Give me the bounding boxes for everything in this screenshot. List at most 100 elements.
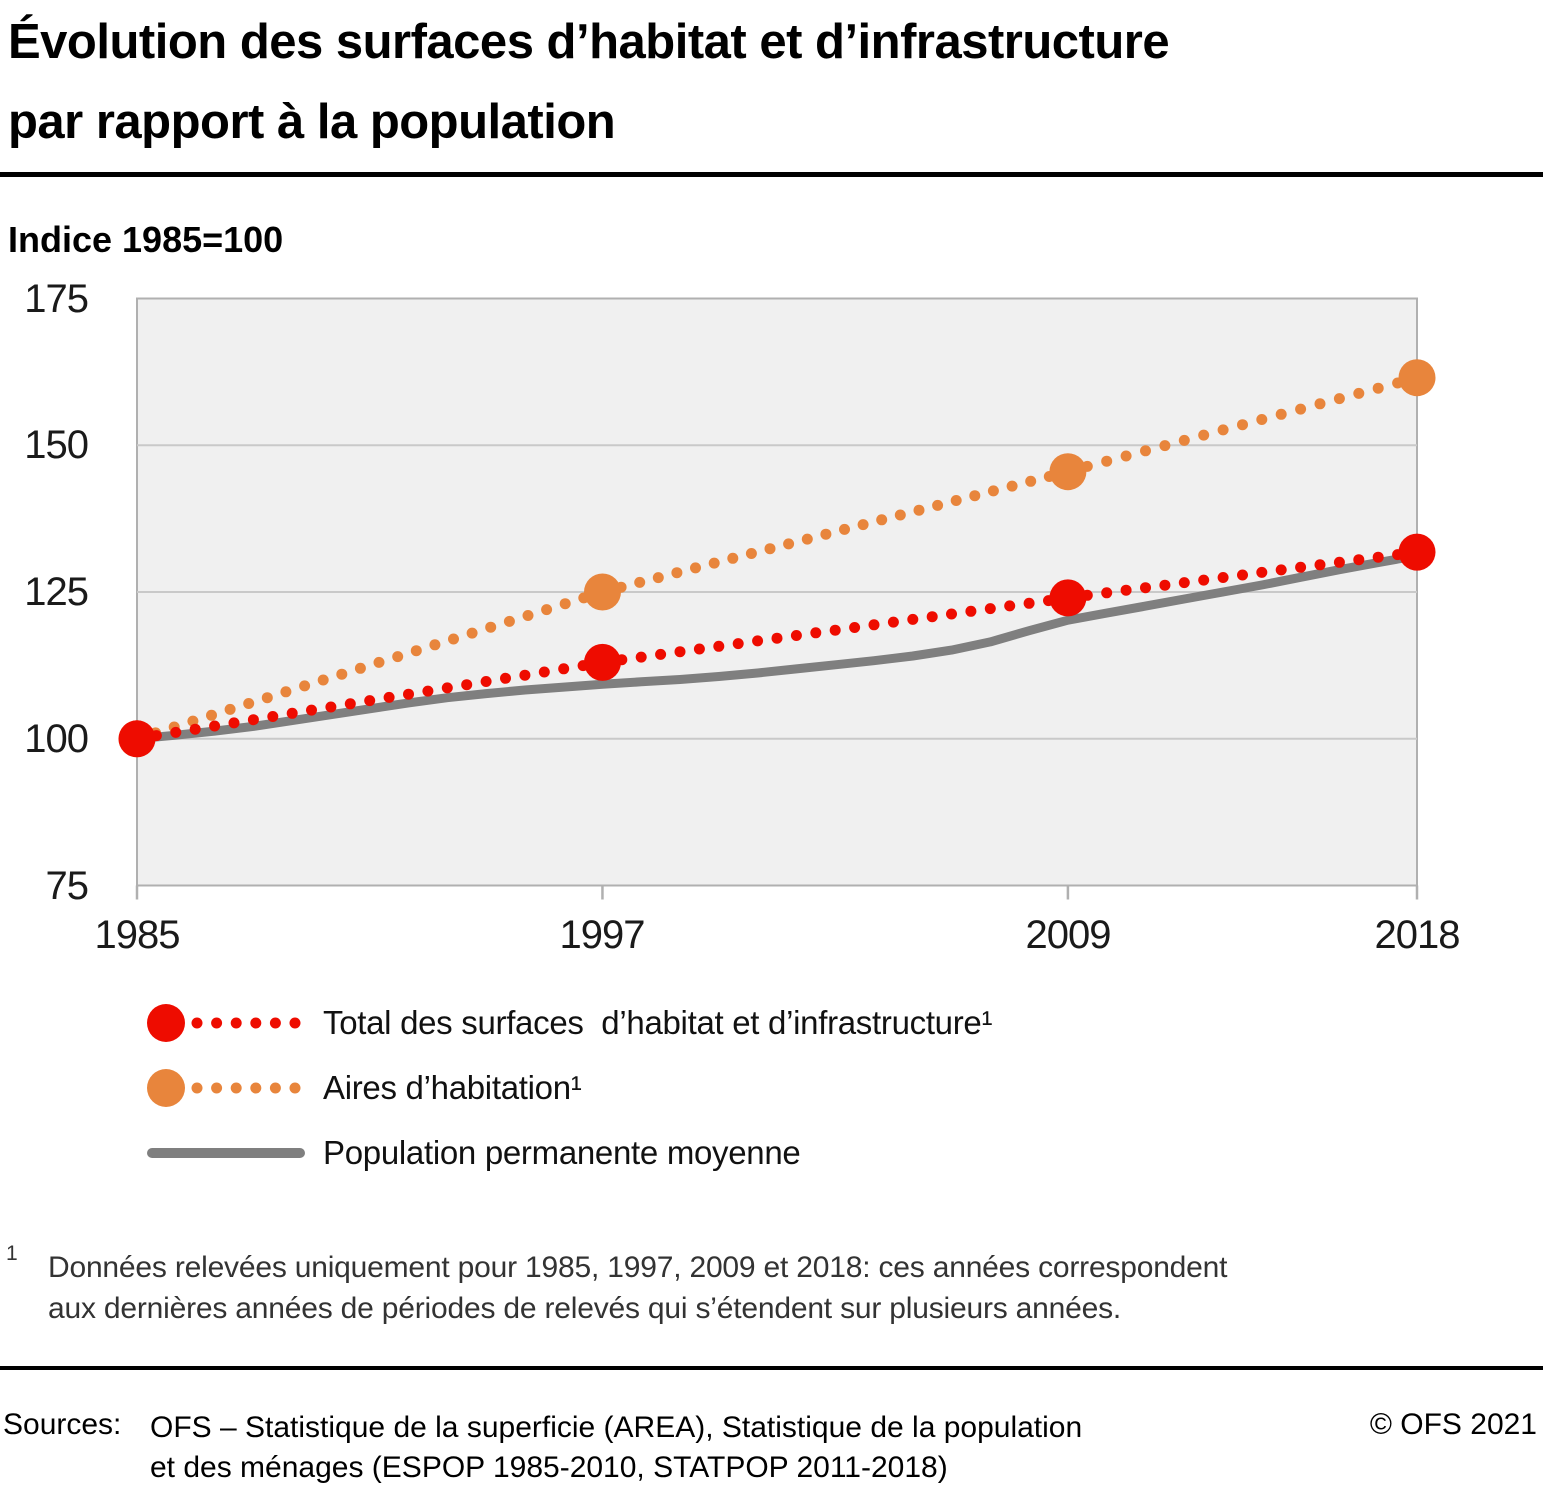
aires-habitation-dot [1140, 445, 1151, 457]
aires-habitation-dot [466, 627, 478, 639]
index-unit-label: Indice 1985=100 [8, 219, 284, 260]
total-surfaces-dot [189, 723, 201, 735]
legend-dot [250, 1082, 262, 1094]
footnote-line2: aux dernières années de périodes de rele… [48, 1292, 1122, 1325]
aires-habitation-marker-2018 [1398, 359, 1436, 397]
aires-habitation-dot [503, 615, 515, 627]
aires-habitation-dot [708, 557, 720, 569]
aires-habitation-dot [727, 552, 739, 564]
y-axis-label-75: 75 [45, 864, 90, 908]
sources-label: Sources: [3, 1408, 122, 1441]
total-surfaces-dot [519, 669, 531, 681]
legend-dot [250, 1017, 262, 1029]
total-surfaces-dot [441, 682, 453, 694]
aires-habitation-dot [299, 680, 311, 692]
aires-habitation-dot [950, 495, 962, 506]
legend-dot [147, 1004, 185, 1042]
total-surfaces-marker-1997 [584, 643, 621, 681]
legend-dot [191, 1017, 203, 1029]
footnote: Données relevées uniquement pour 1985, 1… [48, 1247, 1227, 1329]
total-surfaces-dot [732, 638, 744, 650]
aires-habitation-marker-2009 [1049, 453, 1087, 491]
total-surfaces-dot [403, 688, 414, 700]
total-surfaces-dot [1004, 600, 1016, 612]
legend-dot [211, 1017, 223, 1029]
aires-habitation-dot [764, 543, 776, 555]
legend-dot [289, 1017, 301, 1029]
aires-habitation-dot [354, 662, 366, 674]
total-surfaces-dot [868, 619, 880, 631]
legend-label-population: Population permanente moyenne [323, 1134, 801, 1171]
aires-habitation-dot [280, 686, 292, 698]
aires-habitation-dot [429, 639, 441, 651]
aires-habitation-dot [671, 567, 683, 579]
total-surfaces-dot [1333, 556, 1345, 568]
total-surfaces-dot [461, 679, 473, 691]
total-surfaces-dot [209, 720, 221, 732]
x-axis-label-2018: 2018 [1374, 913, 1461, 957]
total-surfaces-dot [907, 613, 919, 625]
legend-dot [230, 1017, 242, 1029]
y-axis-label-125: 125 [24, 570, 89, 614]
total-surfaces-dot [247, 714, 259, 726]
x-axis-label-1985: 1985 [94, 913, 181, 957]
aires-habitation-dot [1295, 403, 1307, 415]
copyright: © OFS 2021 [1369, 1408, 1537, 1441]
x-axis-label-1997: 1997 [559, 913, 646, 957]
orange-dotted-series-marker [147, 1069, 301, 1107]
aires-habitation-dot [894, 509, 906, 521]
total-surfaces-dot [538, 666, 550, 678]
total-surfaces-dot [1140, 582, 1151, 594]
aires-habitation-dot [1314, 398, 1326, 410]
legend-item-total-surfaces: Total des surfaces d’habitat et d’infras… [145, 1000, 992, 1046]
aires-habitation-dot [634, 576, 646, 588]
total-surfaces-dot [383, 691, 395, 703]
aires-habitation-dot [745, 548, 757, 559]
aires-habitation-dot [224, 703, 236, 715]
legend-dot [269, 1082, 281, 1094]
sources-line2: et des ménages (ESPOP 1985-2010, STATPOP… [150, 1451, 948, 1484]
x-axis-label-2009: 2009 [1025, 913, 1112, 957]
total-surfaces-marker-2009 [1049, 579, 1087, 617]
total-surfaces-dot [655, 648, 667, 660]
total-surfaces-dot [500, 672, 511, 684]
total-surfaces-dot [713, 640, 725, 652]
total-surfaces-dot [1023, 597, 1035, 609]
aires-habitation-dot [857, 519, 869, 531]
total-surfaces-dot [1120, 584, 1132, 596]
sources-text: OFS – Statistique de la superficie (AREA… [150, 1408, 1082, 1488]
legend-dot [147, 1069, 185, 1107]
total-surfaces-dot [306, 704, 317, 716]
aires-habitation-dot [690, 562, 701, 574]
legend-dot [289, 1082, 301, 1094]
aires-habitation-dot [987, 485, 999, 497]
total-surfaces-dot [1198, 574, 1210, 586]
aires-habitation-dot [243, 698, 255, 709]
aires-habitation-dot [485, 621, 497, 633]
aires-habitation-dot [1353, 387, 1365, 399]
legend-label-aires-habitation: Aires d’habitation¹ [323, 1069, 582, 1106]
total-surfaces-dot [1217, 572, 1229, 583]
legend-dot [211, 1082, 223, 1094]
aires-habitation-dot [783, 538, 795, 550]
total-surfaces-dot [1314, 559, 1326, 571]
total-surfaces-dot [984, 603, 996, 615]
legend-item-aires-habitation: Aires d’habitation¹ [145, 1065, 582, 1111]
aires-habitation-dot [559, 598, 571, 610]
total-surfaces-dot [480, 676, 492, 687]
total-surfaces-dot [170, 726, 182, 738]
total-surfaces-dot [849, 622, 861, 633]
aires-habitation-dot [1217, 424, 1229, 436]
total-surfaces-dot [344, 698, 356, 710]
aires-habitation-marker-1997 [584, 573, 621, 611]
legend-label-total-surfaces: Total des surfaces d’habitat et d’infras… [323, 1004, 993, 1041]
aires-habitation-dot [410, 645, 422, 657]
aires-habitation-dot [839, 523, 850, 535]
total-surfaces-dot [286, 707, 298, 719]
red-dotted-series-marker [147, 1004, 301, 1042]
y-axis-label-175: 175 [24, 277, 89, 321]
aires-habitation-dot [1198, 429, 1210, 441]
footer-divider-rule [0, 1366, 1543, 1370]
total-surfaces-dot [1237, 569, 1248, 581]
